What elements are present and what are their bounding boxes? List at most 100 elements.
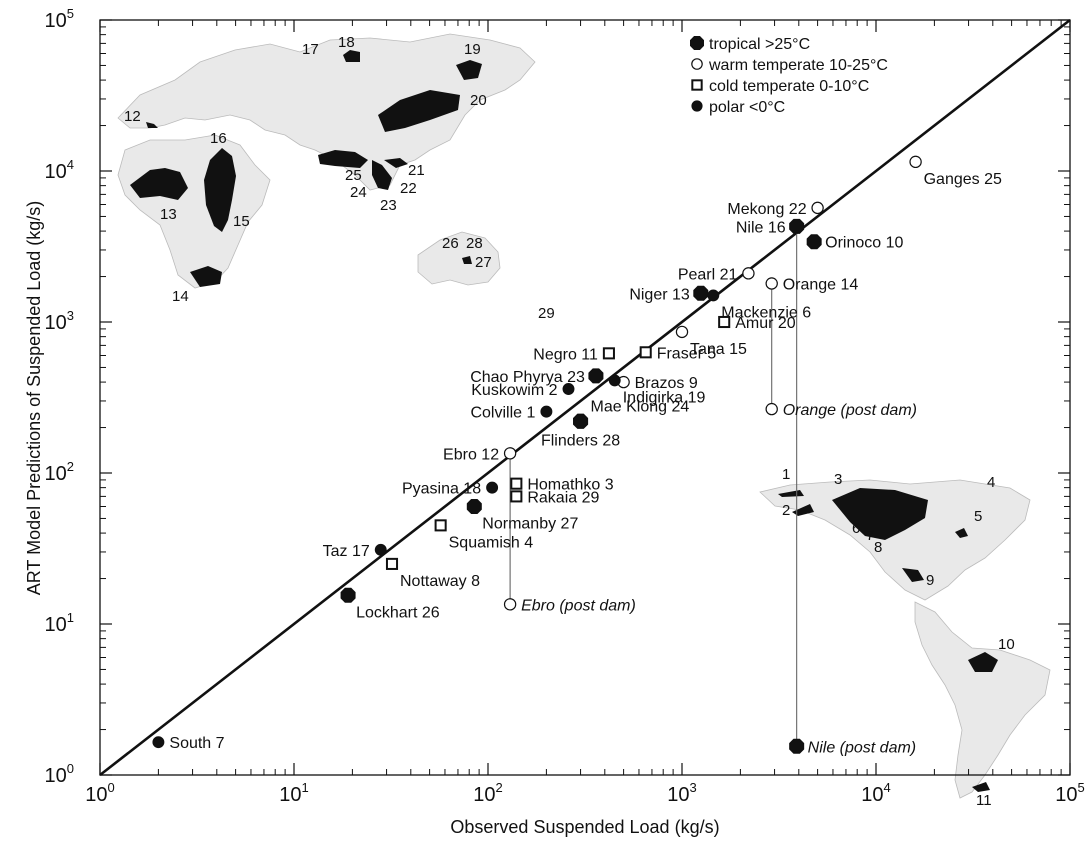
point-label: Ganges 25 [924, 171, 1002, 188]
data-point [510, 490, 523, 503]
legend-marker [690, 36, 704, 50]
map-basin-number: 17 [302, 41, 319, 58]
point-label: Nottaway 8 [400, 573, 480, 590]
basin-8 [955, 528, 968, 538]
data-point [811, 201, 824, 215]
map-basin-number: 24 [350, 184, 367, 201]
point-label: Indigirka 19 [623, 389, 706, 406]
eurasia-africa-australia-inset-map [117, 33, 536, 289]
data-point [765, 402, 778, 416]
dam-link-lines [509, 226, 798, 747]
data-point [693, 285, 709, 301]
basin-11 [972, 782, 990, 792]
basin-20 [378, 90, 460, 132]
y-tick-label: 101 [45, 610, 74, 636]
x-tick-label: 104 [861, 780, 890, 806]
map-basin-number: 19 [464, 41, 481, 58]
map-basin-number: 13 [160, 206, 177, 223]
data-point [503, 447, 517, 460]
legend-marker [691, 100, 703, 112]
point-label: Fraser 5 [657, 345, 717, 362]
data-point [806, 234, 822, 250]
americas-inset-map [759, 479, 1051, 799]
eurasia-landmass [117, 33, 536, 191]
data-point [152, 736, 165, 749]
legend-marker [691, 58, 703, 70]
data-point [789, 218, 805, 234]
point-label: Ebro (post dam) [521, 597, 636, 614]
map-basin-number: 14 [172, 288, 189, 305]
point-label: Normanby 27 [482, 515, 578, 532]
data-point [608, 374, 621, 387]
basin-9 [902, 568, 924, 582]
data-point [510, 477, 523, 490]
x-tick-label: 102 [473, 780, 502, 806]
basin-22-24 [372, 160, 392, 190]
x-tick-label: 103 [667, 780, 696, 806]
data-point [909, 155, 922, 169]
map-basin-number: 27 [475, 254, 492, 271]
y-tick-label: 104 [45, 157, 74, 183]
data-point [486, 481, 499, 494]
data-point [503, 598, 517, 611]
x-tick-label: 100 [85, 780, 114, 806]
basin-21 [384, 158, 408, 168]
point-label: Mae Klong 24 [591, 398, 690, 415]
point-label: Chao Phyrya 23 [470, 369, 585, 386]
data-point [639, 346, 652, 359]
y-axis-title: ART Model Predictions of Suspended Load … [24, 201, 44, 596]
legend-label: cold temperate 0-10°C [709, 78, 869, 95]
map-basin-number: 28 [466, 235, 483, 252]
map-basin-number: 1 [782, 466, 790, 483]
map-basin-number: 29 [538, 305, 555, 322]
point-label: Ebro 12 [443, 446, 499, 463]
map-basin-number: 2 [782, 502, 790, 519]
map-basin-number: 5 [974, 508, 982, 525]
map-basin-number: 3 [834, 471, 842, 488]
data-point [602, 347, 615, 360]
north-america-landmass [759, 479, 1031, 601]
data-point [588, 368, 604, 384]
point-label: Colville 1 [470, 405, 535, 422]
data-point [466, 498, 482, 514]
map-basin-number: 12 [124, 108, 141, 125]
point-label: Brazos 9 [635, 375, 698, 392]
point-label: South 7 [169, 735, 224, 752]
basin-1 [778, 490, 804, 497]
point-label: Negro 11 [533, 346, 598, 363]
map-basin-number: 4 [987, 474, 995, 491]
legend-label: polar <0°C [709, 99, 785, 116]
map-basin-number: 22 [400, 180, 417, 197]
basin-19 [456, 60, 482, 80]
basin-2 [792, 504, 814, 516]
africa-landmass [117, 134, 271, 289]
point-label: Kuskowim 2 [471, 382, 557, 399]
map-basin-number: 6 [852, 520, 860, 537]
data-point [789, 738, 805, 754]
map-basin-number: 18 [338, 34, 355, 51]
point-label: Mekong 22 [727, 201, 806, 218]
y-tick-label: 105 [45, 6, 74, 32]
data-point [374, 543, 387, 556]
y-tick-labels: 100 101 102 103 104 105 [45, 6, 74, 787]
data-points [152, 155, 922, 754]
one-to-one-reference-line [99, 18, 1071, 777]
point-label: Tana 15 [690, 341, 747, 358]
point-label: Pearl 21 [678, 266, 738, 283]
data-point [675, 325, 689, 339]
point-label: Mackenzie 6 [721, 304, 811, 321]
legend: tropical >25°C warm temperate 10-25°C cold… [690, 36, 888, 116]
map-basin-number: 7 [866, 527, 874, 544]
point-label: Nile (post dam) [808, 739, 916, 756]
x-axis-title: Observed Suspended Load (kg/s) [450, 817, 719, 837]
point-label: Taz 17 [323, 543, 370, 560]
point-label: Orinoco 10 [825, 235, 903, 252]
data-point [742, 267, 755, 280]
basin-12 [146, 122, 158, 128]
central-south-america-landmass [914, 601, 1051, 799]
map-basin-number: 9 [926, 572, 934, 589]
basin-16 [204, 148, 236, 232]
x-tick-label: 101 [279, 780, 308, 806]
